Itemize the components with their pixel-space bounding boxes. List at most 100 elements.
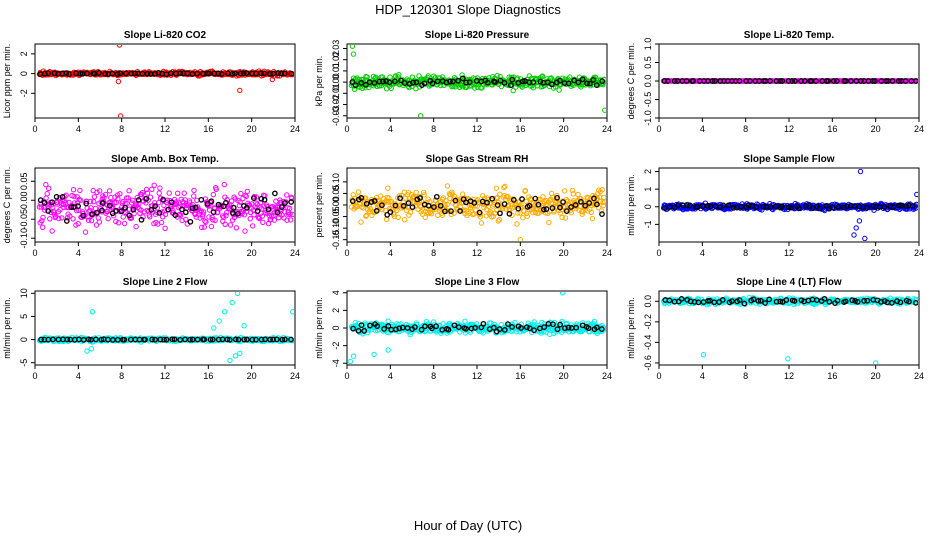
outlier-point bbox=[84, 348, 90, 354]
reference-point bbox=[883, 78, 889, 84]
slope-point bbox=[71, 193, 77, 200]
reference-point bbox=[148, 207, 155, 213]
reference-point bbox=[695, 299, 702, 306]
reference-point bbox=[889, 78, 896, 84]
reference-point bbox=[541, 324, 548, 330]
reference-point bbox=[661, 78, 668, 84]
reference-point bbox=[497, 210, 503, 217]
reference-point bbox=[384, 211, 391, 218]
slope-point bbox=[396, 72, 402, 78]
slope-point bbox=[238, 190, 244, 197]
slope-point bbox=[56, 215, 62, 222]
reference-point bbox=[554, 194, 560, 201]
slope-point bbox=[407, 332, 413, 338]
reference-point bbox=[123, 70, 129, 77]
reference-point bbox=[573, 324, 580, 331]
reference-point bbox=[169, 336, 176, 343]
slope-point bbox=[209, 214, 215, 221]
x-tick-label: 24 bbox=[290, 371, 300, 381]
reference-point bbox=[165, 206, 171, 213]
reference-point bbox=[557, 77, 563, 84]
slope-point bbox=[166, 190, 172, 196]
slope-point bbox=[149, 186, 155, 193]
y-tick-label: -0.10 bbox=[19, 228, 29, 249]
y-tick-label: 1 bbox=[643, 187, 653, 192]
reference-point bbox=[118, 208, 125, 215]
reference-point bbox=[425, 202, 432, 209]
reference-point bbox=[371, 80, 378, 86]
reference-point bbox=[206, 70, 212, 77]
slope-point bbox=[247, 216, 254, 222]
slope-point bbox=[190, 202, 196, 208]
outlier-point bbox=[241, 323, 247, 329]
reference-point bbox=[352, 82, 359, 89]
slope-point bbox=[76, 196, 83, 203]
plot-frame bbox=[34, 290, 296, 366]
outlier-point bbox=[385, 347, 391, 353]
slope-point bbox=[97, 188, 103, 194]
reference-point bbox=[381, 326, 387, 332]
reference-point bbox=[729, 298, 735, 304]
slope-point bbox=[585, 195, 591, 201]
slope-point bbox=[39, 218, 45, 224]
reference-point bbox=[235, 336, 242, 343]
y-axis-label: ml/min per min. bbox=[314, 297, 324, 359]
reference-point bbox=[789, 78, 796, 84]
reference-point bbox=[747, 78, 753, 84]
reference-point bbox=[194, 70, 201, 77]
reference-point bbox=[537, 78, 544, 85]
reference-point bbox=[766, 296, 773, 303]
outlier-point bbox=[350, 51, 357, 57]
slope-point bbox=[78, 197, 84, 204]
slope-point bbox=[385, 318, 391, 324]
slope-point bbox=[181, 190, 187, 196]
slope-point bbox=[244, 188, 251, 195]
slope-point bbox=[212, 217, 218, 224]
reference-point bbox=[208, 198, 215, 205]
slope-point bbox=[123, 195, 130, 201]
y-tick-label: -0.6 bbox=[643, 355, 653, 371]
reference-point bbox=[51, 70, 58, 77]
reference-point bbox=[909, 202, 916, 209]
slope-point bbox=[130, 197, 136, 204]
reference-point bbox=[232, 70, 238, 77]
reference-point bbox=[484, 199, 490, 206]
outlier-point bbox=[349, 45, 356, 49]
reference-point bbox=[515, 80, 522, 86]
reference-point bbox=[229, 210, 236, 216]
reference-point bbox=[434, 78, 441, 85]
reference-point bbox=[41, 70, 48, 77]
reference-point bbox=[834, 297, 841, 304]
slope-point bbox=[421, 192, 427, 198]
y-tick-label: 5 bbox=[19, 314, 29, 319]
y-tick-label: 2 bbox=[19, 51, 29, 56]
slope-point bbox=[210, 217, 216, 223]
y-tick-label: -0.05 bbox=[19, 209, 29, 230]
reference-point bbox=[278, 70, 284, 77]
outlier-point bbox=[232, 353, 239, 359]
reference-point bbox=[376, 78, 383, 85]
reference-point bbox=[349, 79, 356, 85]
x-tick-label: 12 bbox=[160, 124, 170, 134]
outlier-point bbox=[853, 225, 859, 231]
reference-point bbox=[664, 78, 671, 84]
slope-point bbox=[601, 199, 606, 205]
slope-point bbox=[287, 205, 293, 212]
reference-point bbox=[275, 70, 281, 76]
reference-point bbox=[890, 204, 897, 210]
reference-point bbox=[143, 195, 150, 202]
reference-point bbox=[358, 195, 365, 201]
reference-point bbox=[571, 77, 577, 84]
reference-point bbox=[226, 336, 233, 343]
x-tick-label: 0 bbox=[344, 371, 349, 381]
slope-point bbox=[422, 214, 428, 221]
reference-point bbox=[187, 336, 193, 343]
reference-point bbox=[371, 198, 378, 204]
reference-point bbox=[433, 193, 440, 200]
x-tick-label: 24 bbox=[602, 124, 612, 134]
reference-point bbox=[152, 70, 158, 77]
reference-point bbox=[678, 296, 685, 302]
y-tick-label: -1 bbox=[643, 220, 653, 228]
reference-point bbox=[842, 78, 849, 84]
